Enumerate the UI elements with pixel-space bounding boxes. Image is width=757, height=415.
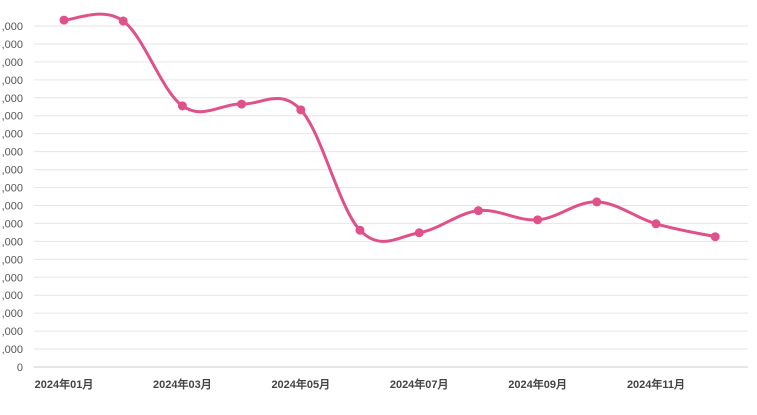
x-tick-label: 2024年05月 [271, 377, 330, 391]
y-tick-label: ,000 [2, 129, 23, 141]
y-tick-label: ,000 [2, 57, 23, 69]
y-tick-label: ,000 [2, 272, 23, 284]
y-tick-label: ,000 [2, 200, 23, 212]
x-tick-label: 2024年03月 [153, 377, 212, 391]
data-point[interactable] [355, 225, 365, 235]
data-point[interactable] [59, 15, 69, 25]
y-tick-label: ,000 [2, 236, 23, 248]
y-tick-label: ,000 [2, 39, 23, 51]
data-points [59, 15, 720, 242]
x-tick-label: 2024年09月 [508, 377, 567, 391]
data-point[interactable] [177, 101, 187, 111]
y-tick-label: ,000 [2, 308, 23, 320]
data-point[interactable] [118, 16, 128, 26]
y-tick-label: ,000 [2, 326, 23, 338]
x-tick-label: 2024年11月 [627, 377, 685, 391]
y-tick-label: ,000 [2, 254, 23, 266]
y-axis-ticks: 0 ,000 ,000 ,000 ,000 ,000 ,000 ,000 ,000 ,000 ,00… [2, 21, 23, 374]
y-tick-label: ,000 [2, 111, 23, 123]
data-point[interactable] [296, 105, 306, 115]
data-point[interactable] [414, 228, 424, 238]
y-tick-label: ,000 [2, 93, 23, 105]
y-tick-label: ,000 [2, 183, 23, 195]
x-axis-ticks: 2024年01月 2024年03月 2024年05月 2024年07月 2024年09月… [35, 377, 685, 391]
y-tick-label: ,000 [2, 147, 23, 159]
data-point[interactable] [473, 206, 483, 216]
y-tick-label: ,000 [2, 344, 23, 356]
y-tick-label: ,000 [2, 165, 23, 177]
data-point[interactable] [237, 99, 247, 109]
data-point[interactable] [533, 215, 543, 225]
x-tick-label: 2024年07月 [390, 377, 449, 391]
y-tick-label: ,000 [2, 21, 23, 33]
y-tick-label: ,000 [2, 218, 23, 230]
data-point[interactable] [592, 197, 602, 207]
y-tick-label: ,000 [2, 75, 23, 87]
y-tick-label: 0 [17, 362, 23, 374]
grid-lines [34, 25, 748, 350]
data-point[interactable] [710, 232, 720, 242]
data-point[interactable] [651, 219, 661, 229]
series-line [62, 12, 717, 243]
x-tick-label: 2024年01月 [35, 377, 94, 391]
y-tick-label: ,000 [2, 290, 23, 302]
